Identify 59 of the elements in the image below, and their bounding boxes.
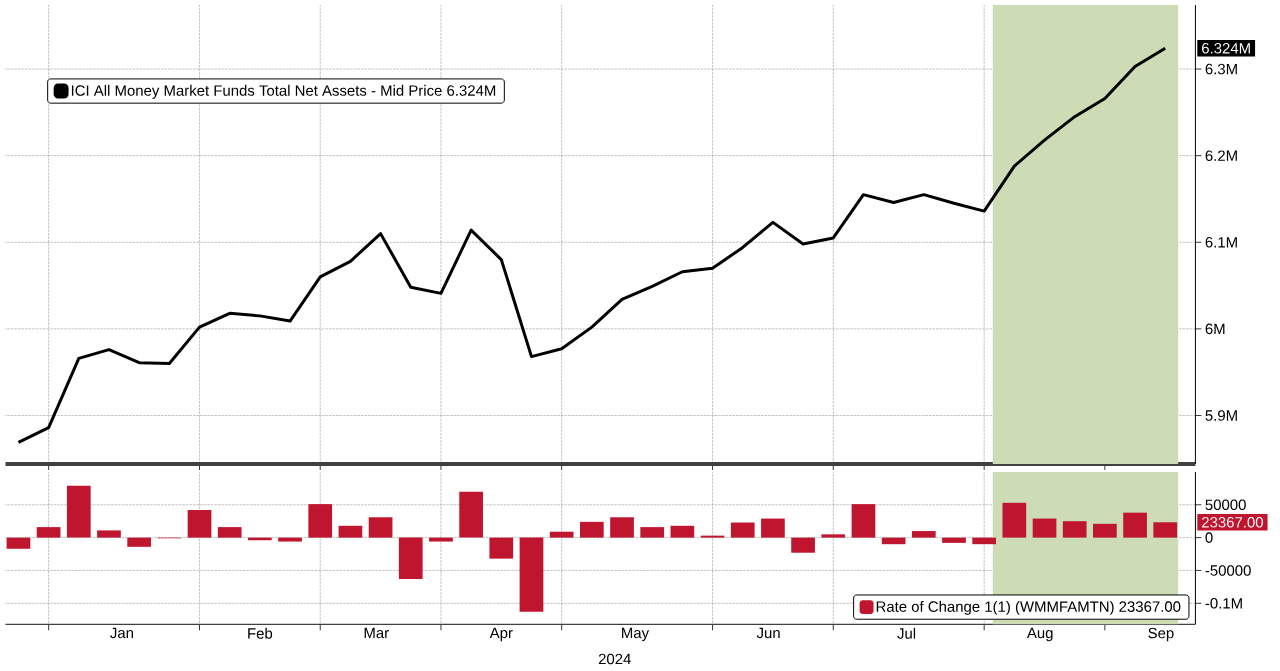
bar: [670, 525, 695, 538]
bar: [97, 530, 121, 538]
y-tick-label: 6.3M: [1205, 63, 1237, 75]
bar: [942, 537, 966, 543]
bar: [730, 522, 755, 538]
y-tick-label: 6.1M: [1205, 236, 1237, 248]
bar: [36, 527, 61, 538]
bar: [972, 537, 997, 545]
bar: [579, 521, 604, 538]
bar: [66, 485, 91, 538]
bar: [1153, 522, 1178, 538]
line-series: [16, 46, 1167, 444]
x-tick-label: Aug: [1026, 627, 1053, 642]
bar: [610, 517, 634, 538]
legend-label: ICI All Money Market Funds Total Net Assets - Mid Price 6.324M: [71, 84, 496, 99]
bar: [851, 504, 876, 538]
y-tick-label: -0.1M: [1205, 597, 1242, 609]
bar: [640, 527, 665, 538]
x-tick-label: Mar: [364, 627, 389, 639]
x-tick-label: May: [622, 627, 650, 642]
y-tick-label: 6M: [1205, 323, 1225, 335]
y-tick-label: 6.2M: [1205, 150, 1237, 161]
bar: [217, 527, 242, 538]
bar: [429, 537, 453, 542]
y-tick-label: 50000: [1205, 499, 1246, 511]
x-axis-title: 2024: [598, 653, 631, 665]
y-tick-label: 0: [1205, 532, 1213, 543]
bar: [1032, 518, 1057, 538]
y-tick-label: 5.9M: [1205, 410, 1237, 421]
x-tick-label: Apr: [489, 627, 513, 642]
bar: [398, 537, 423, 579]
bar: [338, 525, 363, 538]
bar: [549, 531, 574, 538]
annotation: 6.324M: [1202, 42, 1250, 54]
x-tick-label: Jun: [756, 627, 780, 639]
y-tick-label: -50000: [1205, 565, 1251, 576]
bar: [791, 537, 815, 553]
bar: [911, 531, 936, 538]
annotation: 23367.00: [1202, 516, 1263, 528]
bar: [761, 518, 785, 538]
bar: [278, 537, 302, 542]
bar: [6, 537, 31, 549]
bar: [1123, 512, 1147, 538]
bar: [1062, 521, 1087, 538]
bar: [1002, 502, 1027, 538]
bar: [187, 509, 212, 538]
legend-label: Rate of Change 1(1) (WMMFAMTN) 23367.00: [876, 600, 1181, 615]
x-tick-label: Jan: [110, 627, 133, 639]
bar: [519, 537, 544, 612]
bar: [821, 534, 846, 538]
bar: [1093, 523, 1117, 538]
x-tick-label: Sep: [1148, 627, 1174, 642]
bar: [127, 537, 152, 547]
x-tick-label: Jul: [897, 627, 916, 639]
bar: [308, 504, 333, 538]
x-tick-label: Feb: [248, 627, 273, 639]
bar: [368, 517, 393, 538]
bar: [489, 537, 514, 559]
bar: [459, 491, 483, 538]
